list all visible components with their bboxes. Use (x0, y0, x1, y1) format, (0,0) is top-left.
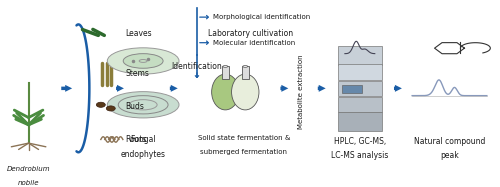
Ellipse shape (212, 74, 239, 110)
Circle shape (108, 92, 179, 118)
Text: Roots: Roots (126, 135, 147, 144)
Text: Leaves: Leaves (126, 29, 152, 38)
Text: Buds: Buds (126, 102, 144, 111)
Text: HPLC, GC-MS,: HPLC, GC-MS, (334, 137, 386, 146)
Text: endophytes: endophytes (120, 150, 166, 159)
Text: peak: peak (440, 151, 459, 160)
Circle shape (108, 48, 179, 74)
Text: Molecular identification: Molecular identification (214, 40, 296, 46)
FancyBboxPatch shape (338, 46, 382, 65)
Circle shape (223, 65, 228, 67)
FancyBboxPatch shape (242, 66, 248, 79)
Text: Stems: Stems (126, 69, 150, 78)
Text: Dendrobium: Dendrobium (7, 166, 51, 172)
Circle shape (243, 65, 248, 67)
FancyBboxPatch shape (338, 97, 382, 112)
FancyBboxPatch shape (338, 64, 382, 80)
Text: submerged fermentation: submerged fermentation (200, 149, 288, 155)
Text: nobile: nobile (18, 180, 40, 186)
FancyBboxPatch shape (222, 66, 228, 79)
Text: Fungal: Fungal (130, 135, 156, 144)
Ellipse shape (106, 106, 116, 111)
FancyBboxPatch shape (338, 81, 382, 96)
Circle shape (123, 54, 163, 68)
Text: Natural compound: Natural compound (414, 137, 485, 146)
FancyBboxPatch shape (342, 85, 362, 93)
Text: Laboratory cultivation: Laboratory cultivation (208, 29, 293, 38)
Text: Identification: Identification (172, 62, 222, 71)
Text: Morphological identification: Morphological identification (214, 14, 310, 20)
FancyBboxPatch shape (338, 112, 382, 131)
Text: Solid state fermentation &: Solid state fermentation & (198, 135, 290, 141)
Ellipse shape (96, 102, 106, 107)
Text: LC-MS analysis: LC-MS analysis (331, 151, 388, 160)
Ellipse shape (232, 74, 259, 110)
Text: Metabolite extraction: Metabolite extraction (298, 55, 304, 129)
